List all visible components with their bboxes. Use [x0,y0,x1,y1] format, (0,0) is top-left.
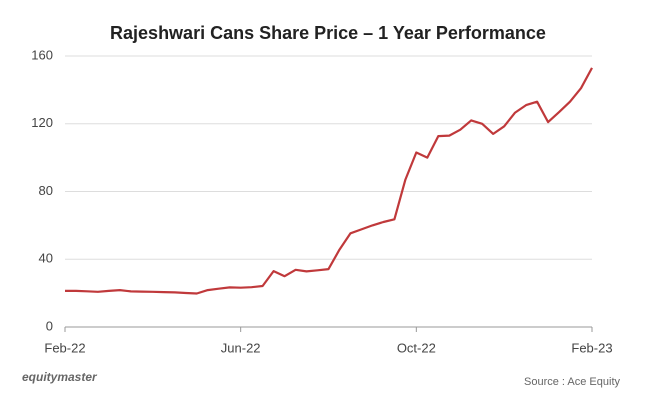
y-tick-label: 160 [31,47,53,62]
chart-title: Rajeshwari Cans Share Price – 1 Year Per… [110,23,546,43]
x-tick-label: Feb-22 [44,340,85,355]
brand: equitymaster [22,370,98,384]
y-tick-label: 0 [46,318,53,333]
x-tick-label: Feb-23 [571,340,612,355]
y-tick-label: 80 [39,183,53,198]
source-note: Source : Ace Equity [524,376,620,388]
y-tick-label: 40 [39,251,53,266]
x-tick-label: Oct-22 [397,340,436,355]
x-tick-label: Jun-22 [221,340,261,355]
y-tick-label: 120 [31,115,53,130]
price-line [65,67,593,295]
